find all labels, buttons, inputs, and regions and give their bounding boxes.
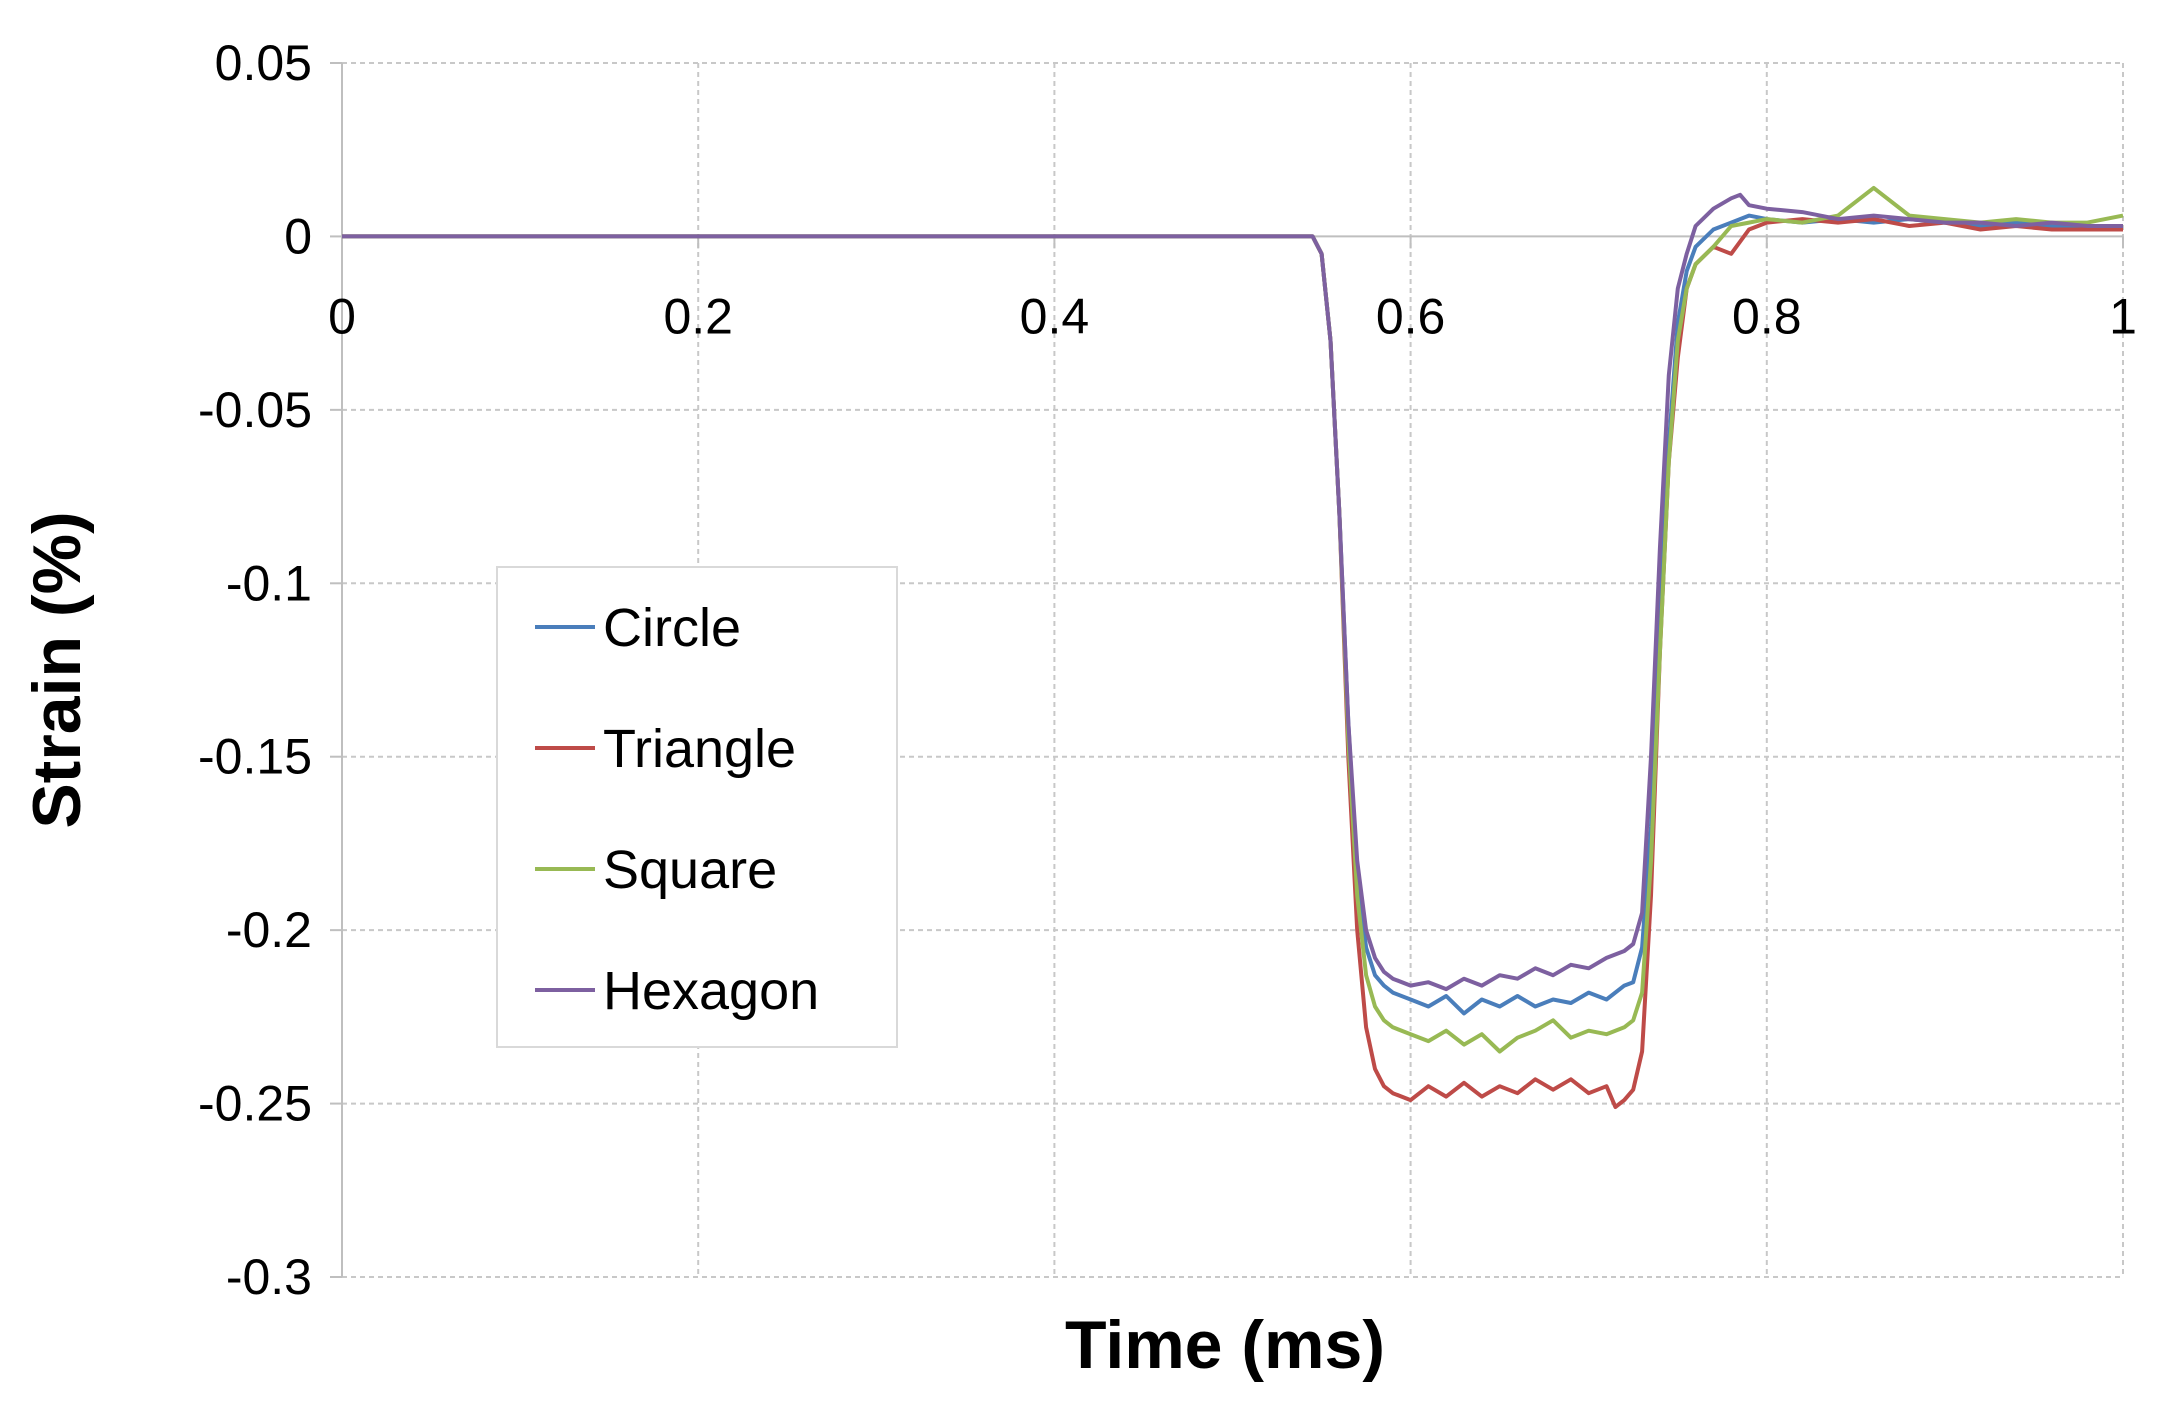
x-tick-label: 0.8: [1732, 288, 1802, 344]
y-axis-title: Strain (%): [19, 511, 95, 828]
grid-lines: [342, 62, 2124, 1278]
x-tick-label: 0: [328, 288, 356, 344]
series-lines: [342, 185, 2124, 1109]
legend-label-square: Square: [603, 840, 777, 900]
x-tick-label: 1: [2109, 288, 2137, 344]
y-tick-label: 0.05: [215, 35, 312, 91]
y-tick-label: -0.1: [226, 555, 312, 611]
legend-label-circle: Circle: [603, 598, 741, 658]
y-tick-label: -0.25: [198, 1076, 312, 1132]
x-axis-title: Time (ms): [1065, 1307, 1385, 1383]
y-tick-label: -0.3: [226, 1249, 312, 1305]
y-tick-labels: 0.05 0 -0.05 -0.1 -0.15 -0.2 -0.25 -0.3: [198, 35, 312, 1305]
x-tick-label: 0.4: [1020, 288, 1090, 344]
series-line-hexagon: [342, 192, 2123, 992]
x-tick-labels: 0 0.2 0.4 0.6 0.8 1: [328, 288, 2137, 344]
y-tick-label: -0.2: [226, 902, 312, 958]
x-tick-label: 0.6: [1376, 288, 1446, 344]
y-tick-label: -0.05: [198, 382, 312, 438]
legend-label-hexagon: Hexagon: [603, 961, 819, 1021]
legend-box: [496, 566, 898, 1048]
y-tick-label: 0: [284, 208, 312, 264]
legend: Circle Triangle Square Hexagon: [496, 566, 898, 1048]
y-tick-label: -0.15: [198, 729, 312, 785]
x-tick-label: 0.2: [663, 288, 733, 344]
legend-label-triangle: Triangle: [603, 719, 796, 779]
